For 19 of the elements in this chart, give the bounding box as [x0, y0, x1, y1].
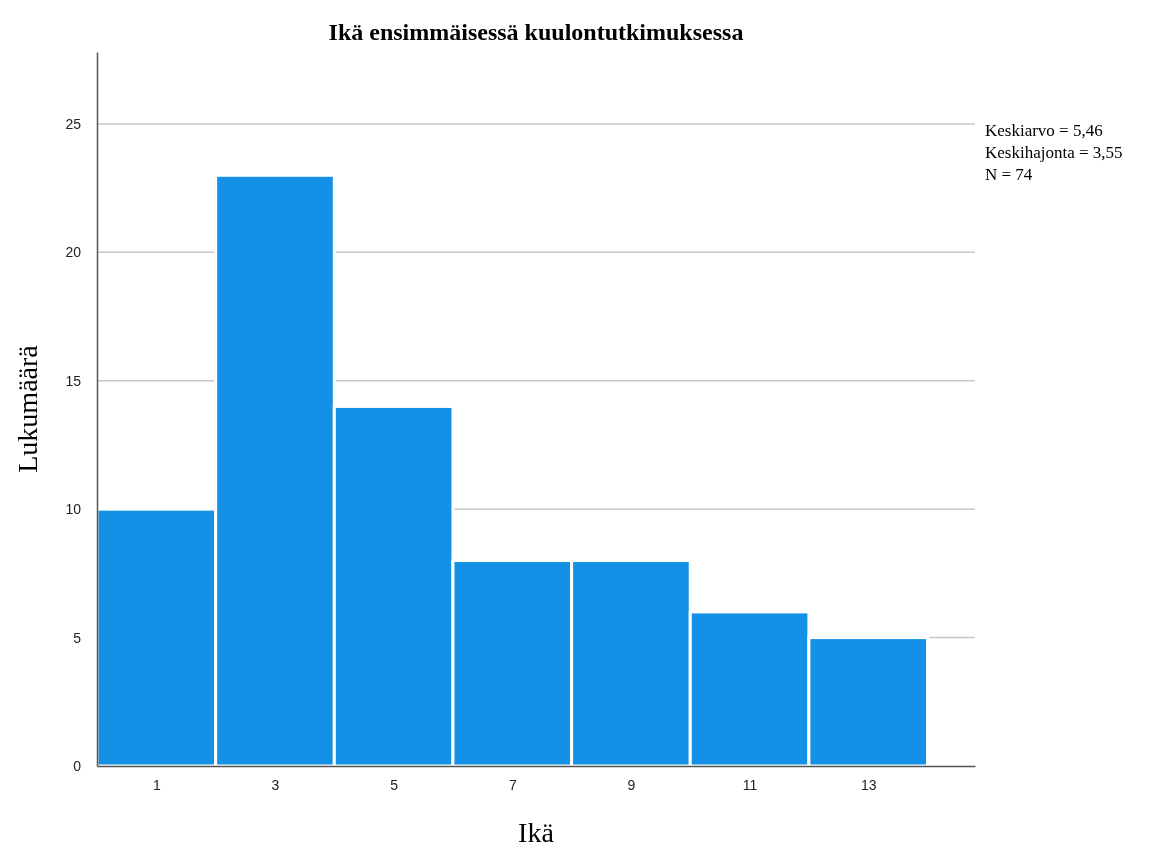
x-tick-label: 9 — [627, 776, 636, 793]
y-tick-label: 20 — [65, 244, 82, 261]
x-tick-label: 7 — [508, 776, 517, 793]
x-tick-label: 3 — [271, 776, 280, 793]
text: N = 74 — [985, 165, 1033, 184]
x-axis-title: Ikä — [518, 817, 555, 848]
y-tick-label: 10 — [65, 501, 82, 518]
text: Keskihajonta = 3,55 — [985, 143, 1123, 162]
x-tick-label: 13 — [860, 776, 877, 793]
text: Keskiarvo = 5,46 — [985, 121, 1103, 140]
y-tick-label: 5 — [73, 629, 82, 646]
y-tick-label: 25 — [65, 115, 82, 132]
x-tick-label: 5 — [390, 776, 399, 793]
chart-title: Ikä ensimmäisessä kuulontutkimuksessa — [328, 19, 744, 45]
x-tick-label: 1 — [152, 776, 161, 793]
x-tick-label: 11 — [742, 776, 758, 793]
y-axis-title: Lukumäärä — [12, 344, 43, 473]
y-tick-label: 0 — [73, 757, 82, 774]
y-tick-label: 15 — [65, 372, 82, 389]
